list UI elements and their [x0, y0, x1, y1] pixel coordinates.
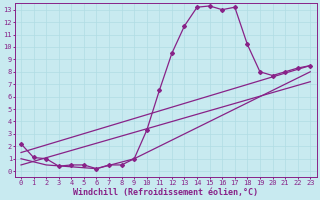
- X-axis label: Windchill (Refroidissement éolien,°C): Windchill (Refroidissement éolien,°C): [73, 188, 258, 197]
